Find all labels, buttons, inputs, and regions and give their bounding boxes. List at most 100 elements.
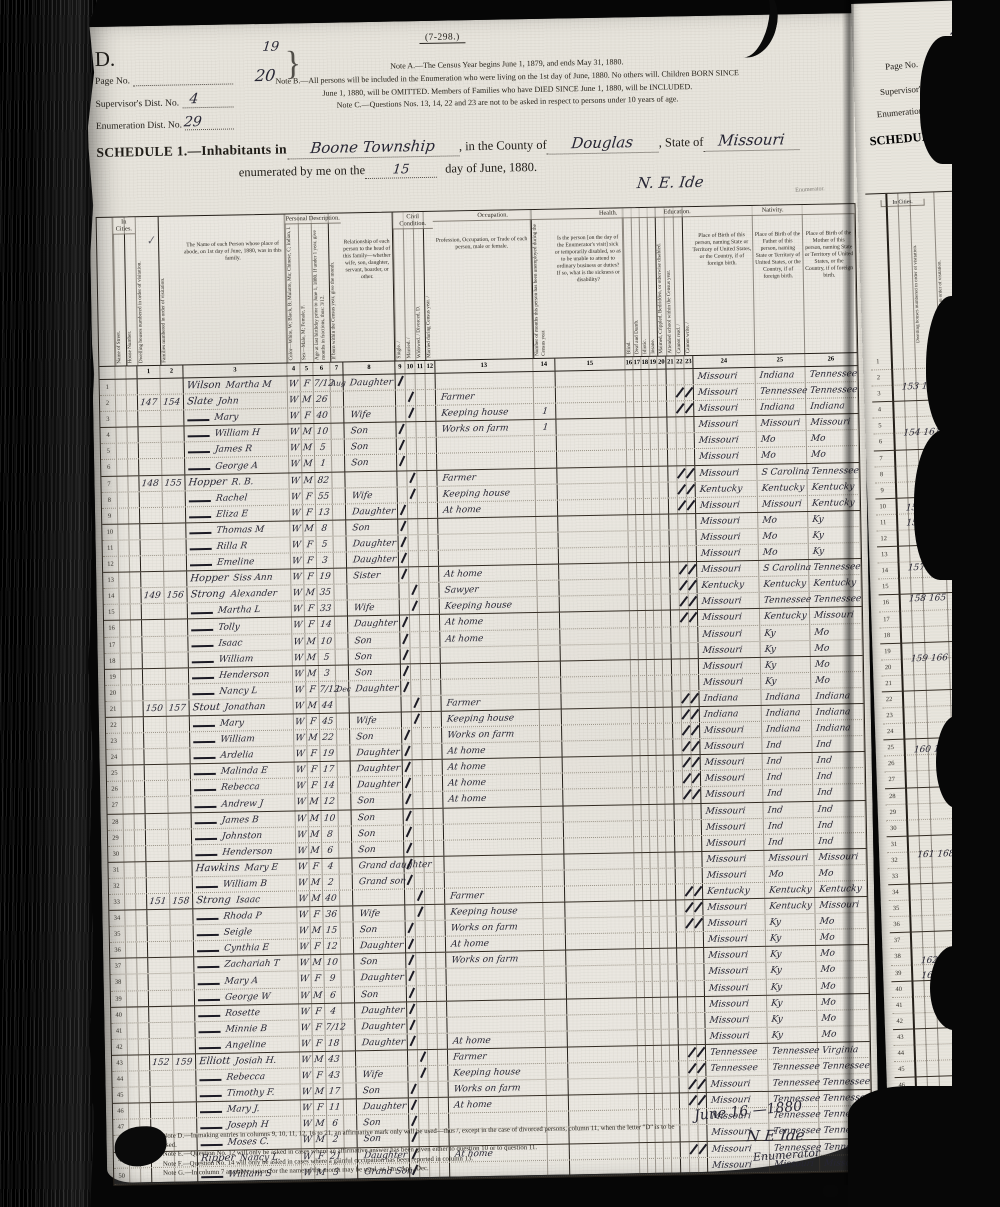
- cell-single: [395, 374, 406, 390]
- cell-age: 15: [323, 922, 341, 939]
- handwriting: W: [291, 556, 303, 567]
- handwriting: W: [292, 588, 303, 599]
- cell-married: [412, 728, 423, 744]
- cell-cwrite: [694, 932, 705, 948]
- cell-dwell: [145, 797, 169, 813]
- cell-blind: [632, 740, 641, 756]
- cell-pob: Missouri: [696, 544, 760, 562]
- next-row-number: 41: [895, 1001, 903, 1009]
- cell-pf: Ky: [760, 624, 811, 641]
- cell-maimed: [663, 675, 673, 691]
- next-row-number: 18: [883, 631, 891, 639]
- cell-unemp: [537, 580, 560, 597]
- handwriting: F: [313, 942, 321, 953]
- next-row-number: 25: [887, 744, 895, 752]
- cell-month: [336, 713, 351, 729]
- cell-cread: [679, 610, 690, 626]
- cell-house: [126, 379, 138, 395]
- ditto-dash: [192, 676, 215, 680]
- cannot-write-mark: [696, 1062, 706, 1074]
- next-row-number: 20: [884, 663, 892, 672]
- cell-blind: [630, 627, 639, 643]
- cannot-read-mark: [681, 724, 691, 736]
- cell-school: [672, 723, 683, 739]
- township-value: Boone Township: [309, 136, 437, 158]
- handwriting: Ind: [817, 836, 834, 847]
- cell-school: [672, 675, 682, 691]
- handwriting: W: [300, 1006, 311, 1018]
- cell-occ: Farmer: [435, 388, 535, 405]
- married-mark: [410, 584, 418, 596]
- cell-sick: [563, 820, 635, 838]
- cell-rel: Son: [356, 1082, 409, 1099]
- cell-single: [403, 792, 414, 808]
- cell-street: [116, 443, 129, 460]
- cell-marriedyr: [428, 550, 440, 567]
- cell-rowno: 18: [104, 653, 121, 669]
- cell-dwell: [150, 1086, 174, 1103]
- handwriting: Nancy L: [218, 685, 258, 697]
- cell-month: [331, 439, 346, 456]
- cell-rel: Son: [348, 664, 402, 681]
- cell-widowed: [421, 695, 432, 712]
- cell-pob: Missouri: [701, 818, 765, 835]
- cell-house: [135, 878, 148, 894]
- cannot-read-mark: [685, 918, 694, 929]
- handwriting: Son: [354, 667, 373, 679]
- cell-occ: At home: [447, 1031, 546, 1049]
- cell-school: [673, 739, 683, 755]
- column-number: [99, 366, 116, 379]
- day-field: 15: [365, 161, 438, 180]
- cell-single: [401, 680, 412, 696]
- cell-school: [678, 996, 688, 1013]
- handwriting: Ky: [769, 917, 782, 928]
- handwriting: 15: [325, 925, 338, 937]
- handwriting: Ky: [769, 949, 783, 961]
- handwriting: Son: [351, 522, 371, 534]
- cell-fam: [163, 539, 187, 555]
- cell-fam: [173, 1102, 198, 1119]
- cell-sick: [565, 917, 636, 934]
- cell-dwell: [145, 829, 170, 845]
- cell-blind: [636, 965, 645, 981]
- cell-unemp: [545, 1015, 568, 1031]
- cell-insane: [661, 1045, 671, 1061]
- cell-street: [126, 974, 138, 991]
- cell-widowed: [425, 921, 436, 937]
- cell-name: Thomas M: [186, 521, 291, 539]
- cannot-read-mark: [682, 789, 692, 801]
- cell-insane: [649, 385, 659, 402]
- cell-cwrite: [693, 835, 703, 851]
- cell-cread: [689, 1141, 699, 1157]
- handwriting: Timothy F.: [226, 1088, 276, 1099]
- handwriting: Missouri: [697, 371, 738, 383]
- cell-cwrite: [687, 546, 698, 562]
- cell-cwrite: [688, 610, 699, 626]
- cell-marriedyr: [426, 405, 437, 422]
- cell-color: W: [291, 601, 305, 617]
- cell-insane: [658, 884, 668, 900]
- single-mark: [399, 504, 406, 516]
- cell-maimed: [669, 997, 679, 1013]
- cell-unemp: [543, 934, 567, 951]
- cell-street: [124, 862, 136, 878]
- handwriting: Daughter: [355, 747, 401, 759]
- cell-married: [414, 840, 425, 857]
- cell-maimed: [664, 755, 674, 772]
- ditto-dash: [199, 1078, 222, 1082]
- group-label-personal: Personal Description.: [284, 213, 341, 225]
- cell-pob: Kentucky: [695, 480, 758, 497]
- cell-deaf: [646, 1094, 656, 1110]
- handwriting: Daughter: [362, 1101, 407, 1113]
- handwriting: Martha M: [225, 379, 273, 391]
- cell-fam: [161, 442, 186, 459]
- married-mark: [408, 471, 416, 483]
- cell-maimed: [667, 916, 677, 932]
- cell-unemp: [544, 983, 568, 999]
- cell-cwrite: [686, 481, 696, 497]
- cell-cwrite: [690, 706, 700, 723]
- cell-unemp: [535, 484, 558, 500]
- cell-maimed: [661, 610, 672, 627]
- cell-house: [137, 974, 149, 990]
- cell-school: [668, 465, 678, 482]
